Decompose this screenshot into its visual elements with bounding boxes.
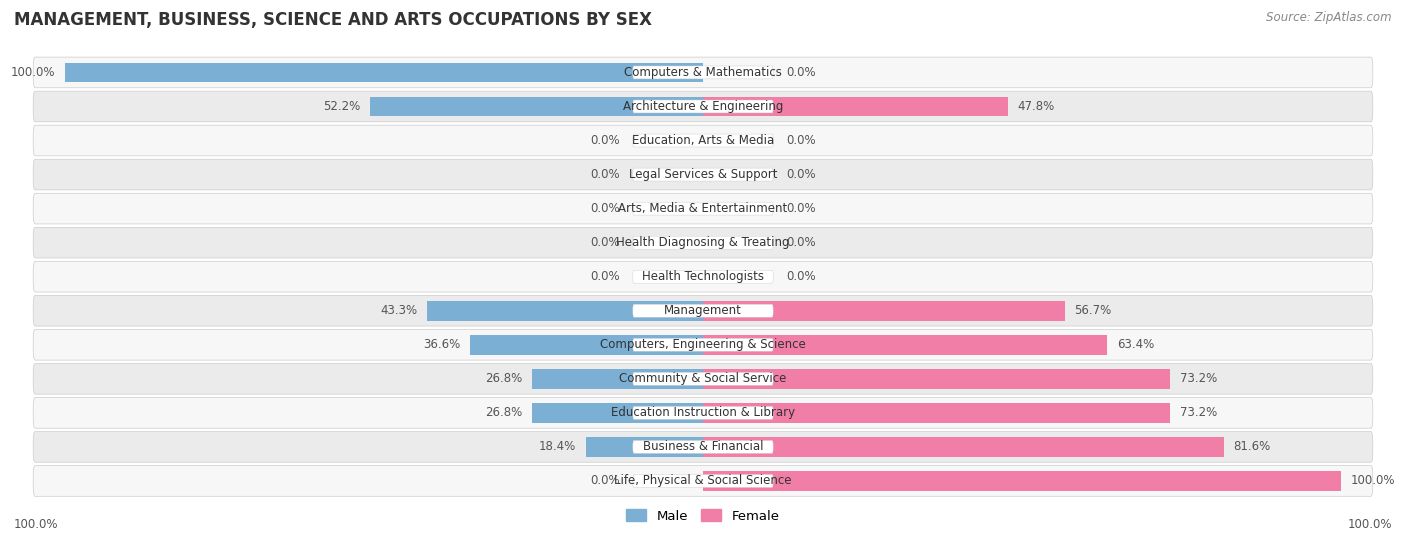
- FancyBboxPatch shape: [34, 57, 1372, 88]
- Text: Arts, Media & Entertainment: Arts, Media & Entertainment: [619, 202, 787, 215]
- FancyBboxPatch shape: [633, 304, 773, 317]
- FancyBboxPatch shape: [34, 397, 1372, 428]
- Text: 100.0%: 100.0%: [1351, 475, 1395, 487]
- Text: MANAGEMENT, BUSINESS, SCIENCE AND ARTS OCCUPATIONS BY SEX: MANAGEMENT, BUSINESS, SCIENCE AND ARTS O…: [14, 11, 652, 29]
- Bar: [65, 63, 703, 82]
- Bar: [703, 437, 1223, 457]
- FancyBboxPatch shape: [34, 432, 1372, 462]
- Text: 26.8%: 26.8%: [485, 372, 523, 385]
- FancyBboxPatch shape: [633, 270, 773, 283]
- Text: 73.2%: 73.2%: [1180, 406, 1216, 419]
- Bar: [703, 471, 1341, 491]
- FancyBboxPatch shape: [34, 363, 1372, 394]
- Text: 81.6%: 81.6%: [1233, 440, 1271, 453]
- FancyBboxPatch shape: [633, 66, 773, 79]
- Text: 0.0%: 0.0%: [786, 270, 815, 283]
- Text: 47.8%: 47.8%: [1018, 100, 1054, 113]
- Text: 36.6%: 36.6%: [423, 338, 460, 351]
- FancyBboxPatch shape: [34, 262, 1372, 292]
- Text: 0.0%: 0.0%: [591, 202, 620, 215]
- FancyBboxPatch shape: [633, 202, 773, 215]
- FancyBboxPatch shape: [34, 91, 1372, 122]
- Text: 0.0%: 0.0%: [591, 236, 620, 249]
- FancyBboxPatch shape: [34, 295, 1372, 326]
- Bar: [703, 97, 1008, 116]
- Text: 0.0%: 0.0%: [786, 236, 815, 249]
- FancyBboxPatch shape: [633, 236, 773, 249]
- Text: Management: Management: [664, 304, 742, 318]
- Text: Education Instruction & Library: Education Instruction & Library: [612, 406, 794, 419]
- Legend: Male, Female: Male, Female: [621, 504, 785, 528]
- Bar: [703, 369, 1170, 389]
- Text: 100.0%: 100.0%: [1347, 518, 1392, 531]
- Text: 0.0%: 0.0%: [786, 66, 815, 79]
- Text: Life, Physical & Social Science: Life, Physical & Social Science: [614, 475, 792, 487]
- Text: Architecture & Engineering: Architecture & Engineering: [623, 100, 783, 113]
- Bar: [703, 403, 1170, 423]
- Text: 100.0%: 100.0%: [14, 518, 59, 531]
- Text: Computers, Engineering & Science: Computers, Engineering & Science: [600, 338, 806, 351]
- Text: Community & Social Service: Community & Social Service: [619, 372, 787, 385]
- Bar: [586, 437, 703, 457]
- Text: 0.0%: 0.0%: [591, 475, 620, 487]
- Bar: [531, 369, 703, 389]
- FancyBboxPatch shape: [34, 193, 1372, 224]
- Text: 0.0%: 0.0%: [591, 168, 620, 181]
- FancyBboxPatch shape: [34, 466, 1372, 496]
- Text: 100.0%: 100.0%: [11, 66, 55, 79]
- FancyBboxPatch shape: [633, 168, 773, 181]
- FancyBboxPatch shape: [633, 406, 773, 419]
- Text: 56.7%: 56.7%: [1074, 304, 1112, 318]
- FancyBboxPatch shape: [34, 329, 1372, 360]
- FancyBboxPatch shape: [633, 134, 773, 147]
- Text: 0.0%: 0.0%: [786, 134, 815, 147]
- FancyBboxPatch shape: [34, 125, 1372, 156]
- FancyBboxPatch shape: [633, 372, 773, 385]
- Bar: [703, 301, 1064, 321]
- Text: 73.2%: 73.2%: [1180, 372, 1216, 385]
- Text: Education, Arts & Media: Education, Arts & Media: [631, 134, 775, 147]
- Text: Health Diagnosing & Treating: Health Diagnosing & Treating: [616, 236, 790, 249]
- FancyBboxPatch shape: [34, 159, 1372, 190]
- FancyBboxPatch shape: [633, 440, 773, 453]
- FancyBboxPatch shape: [633, 475, 773, 487]
- Bar: [370, 97, 703, 116]
- Text: 18.4%: 18.4%: [538, 440, 576, 453]
- Text: 0.0%: 0.0%: [591, 270, 620, 283]
- Bar: [703, 335, 1108, 354]
- Text: 0.0%: 0.0%: [786, 168, 815, 181]
- FancyBboxPatch shape: [34, 228, 1372, 258]
- Text: Legal Services & Support: Legal Services & Support: [628, 168, 778, 181]
- Text: 52.2%: 52.2%: [323, 100, 360, 113]
- FancyBboxPatch shape: [633, 338, 773, 351]
- Text: Computers & Mathematics: Computers & Mathematics: [624, 66, 782, 79]
- Text: Health Technologists: Health Technologists: [643, 270, 763, 283]
- Text: 43.3%: 43.3%: [380, 304, 418, 318]
- Bar: [470, 335, 703, 354]
- Text: 0.0%: 0.0%: [591, 134, 620, 147]
- Bar: [427, 301, 703, 321]
- Bar: [531, 403, 703, 423]
- FancyBboxPatch shape: [633, 100, 773, 113]
- Text: Source: ZipAtlas.com: Source: ZipAtlas.com: [1267, 11, 1392, 24]
- Text: Business & Financial: Business & Financial: [643, 440, 763, 453]
- Text: 0.0%: 0.0%: [786, 202, 815, 215]
- Text: 26.8%: 26.8%: [485, 406, 523, 419]
- Text: 63.4%: 63.4%: [1116, 338, 1154, 351]
